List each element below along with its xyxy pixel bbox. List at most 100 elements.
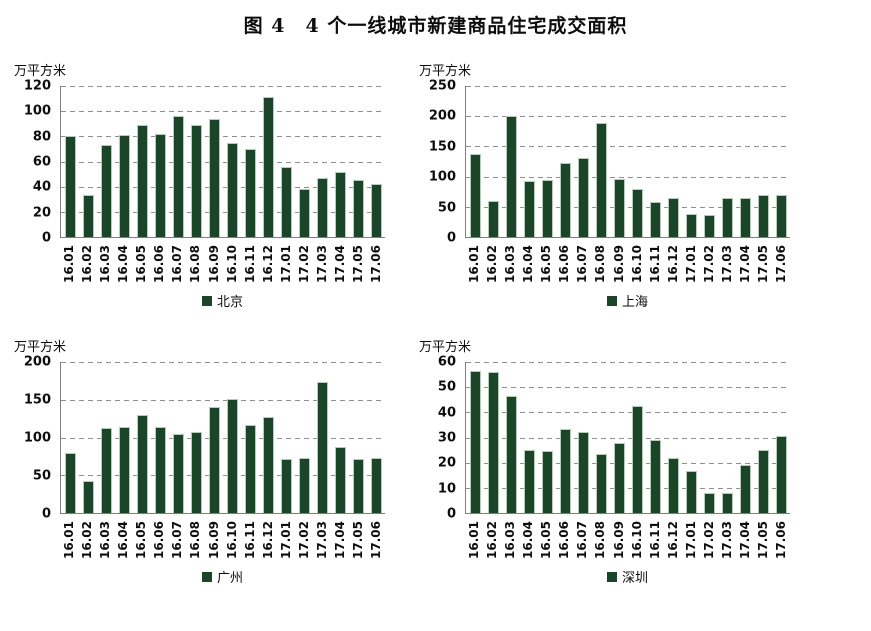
x-tick-slot: 17.02	[295, 516, 313, 564]
y-tick-label: 40	[437, 405, 456, 421]
bar	[631, 406, 643, 513]
bar-slot	[628, 362, 646, 513]
y-tick-label: 120	[23, 78, 51, 94]
gridline	[61, 437, 385, 439]
bar	[487, 201, 499, 237]
x-tick-slot: 17.05	[754, 516, 772, 564]
y-tick-label: 100	[428, 169, 456, 185]
legend-label: 北京	[216, 295, 243, 310]
x-tick-slot: 16.03	[96, 240, 114, 288]
bar	[190, 125, 202, 237]
y-axis: 0 20 40 60 80 100 120	[10, 80, 60, 245]
bar-slot	[466, 86, 484, 237]
bar-slot	[259, 362, 277, 513]
bar	[559, 428, 571, 513]
x-tick-slot: 16.07	[573, 516, 591, 564]
bar-slot	[772, 86, 790, 237]
x-tick-slot: 16.10	[628, 516, 646, 564]
x-tick-slot: 16.12	[664, 516, 682, 564]
bar	[595, 123, 607, 237]
x-tick-slot: 17.04	[736, 516, 754, 564]
bar	[667, 198, 679, 237]
x-tick-slot: 16.09	[205, 240, 223, 288]
x-tick-label: 17.03	[719, 521, 734, 559]
bar-slot	[556, 86, 574, 237]
bar-slot	[736, 86, 754, 237]
x-tick-label: 17.06	[774, 521, 789, 559]
bar	[775, 436, 787, 513]
legend: 广州	[60, 567, 385, 586]
bar	[739, 197, 751, 237]
x-tick-slot: 16.08	[186, 240, 204, 288]
bar	[352, 459, 364, 513]
bar-slot	[610, 362, 628, 513]
x-tick-label: 17.01	[683, 245, 698, 283]
x-tick-slot: 16.01	[465, 516, 483, 564]
gridline	[466, 362, 790, 363]
x-tick-label: 16.09	[206, 521, 221, 559]
plot-area	[465, 86, 790, 238]
bar	[757, 194, 769, 237]
bar	[172, 433, 184, 513]
x-tick-slot: 17.06	[367, 516, 385, 564]
bar-slot	[295, 86, 313, 237]
figure-title: 图 4 4 个一线城市新建商品住宅成交面积	[243, 15, 628, 37]
x-tick-slot: 17.04	[331, 240, 349, 288]
gridline	[61, 362, 385, 363]
x-tick-slot: 16.01	[60, 516, 78, 564]
gridline	[61, 111, 385, 113]
bar	[703, 215, 715, 237]
y-axis: 0 50 100 150 200	[10, 356, 60, 521]
x-tick-slot: 16.11	[241, 240, 259, 288]
bar-slot	[718, 362, 736, 513]
bar	[64, 452, 76, 513]
y-tick-label: 100	[23, 103, 51, 119]
bar	[334, 171, 346, 237]
y-axis-unit-label: 万平方米	[419, 340, 472, 355]
bar	[667, 457, 679, 513]
bar	[685, 214, 697, 237]
x-tick-slot: 17.02	[700, 240, 718, 288]
y-axis: 0 50 100 150 200 250	[415, 80, 465, 245]
bar	[226, 399, 238, 513]
bar	[613, 179, 625, 237]
bar	[487, 372, 499, 513]
bar-slot	[538, 86, 556, 237]
x-tick-label: 16.04	[521, 521, 536, 559]
legend-label: 深圳	[621, 571, 648, 586]
x-tick-slot: 16.06	[150, 516, 168, 564]
gridline	[466, 487, 790, 489]
x-tick-slot: 17.03	[718, 516, 736, 564]
x-tick-label: 16.07	[575, 245, 590, 283]
bar-slot	[241, 86, 259, 237]
x-axis-labels: 16.01 16.02 16.03 16.04 16.05 16.06 16.07 16.08…	[60, 516, 385, 564]
x-tick-label: 16.04	[116, 245, 131, 283]
bar	[469, 370, 481, 513]
bar	[334, 447, 346, 513]
bar-slot	[97, 86, 115, 237]
bar	[577, 432, 589, 513]
bar-slot	[700, 86, 718, 237]
bar-slot	[754, 86, 772, 237]
x-tick-label: 16.12	[260, 245, 275, 283]
x-tick-label: 17.01	[683, 521, 698, 559]
legend: 上海	[465, 291, 790, 310]
gridline	[61, 475, 385, 477]
bar	[118, 135, 130, 237]
bar-slot	[295, 362, 313, 513]
x-tick-slot: 16.04	[519, 516, 537, 564]
bar	[541, 451, 553, 513]
bar	[244, 425, 256, 513]
x-tick-label: 16.07	[170, 521, 185, 559]
bar-slot	[664, 86, 682, 237]
bar	[316, 381, 328, 513]
gridline	[466, 437, 790, 439]
x-tick-label: 17.06	[369, 521, 384, 559]
x-tick-slot: 16.06	[150, 240, 168, 288]
x-tick-label: 16.10	[224, 521, 239, 559]
gridline	[466, 176, 790, 178]
y-tick-label: 200	[428, 108, 456, 124]
chart-body: 0 20 40 60 80 100 120	[10, 80, 395, 245]
plot-area	[60, 86, 385, 238]
bar-slot	[241, 362, 259, 513]
